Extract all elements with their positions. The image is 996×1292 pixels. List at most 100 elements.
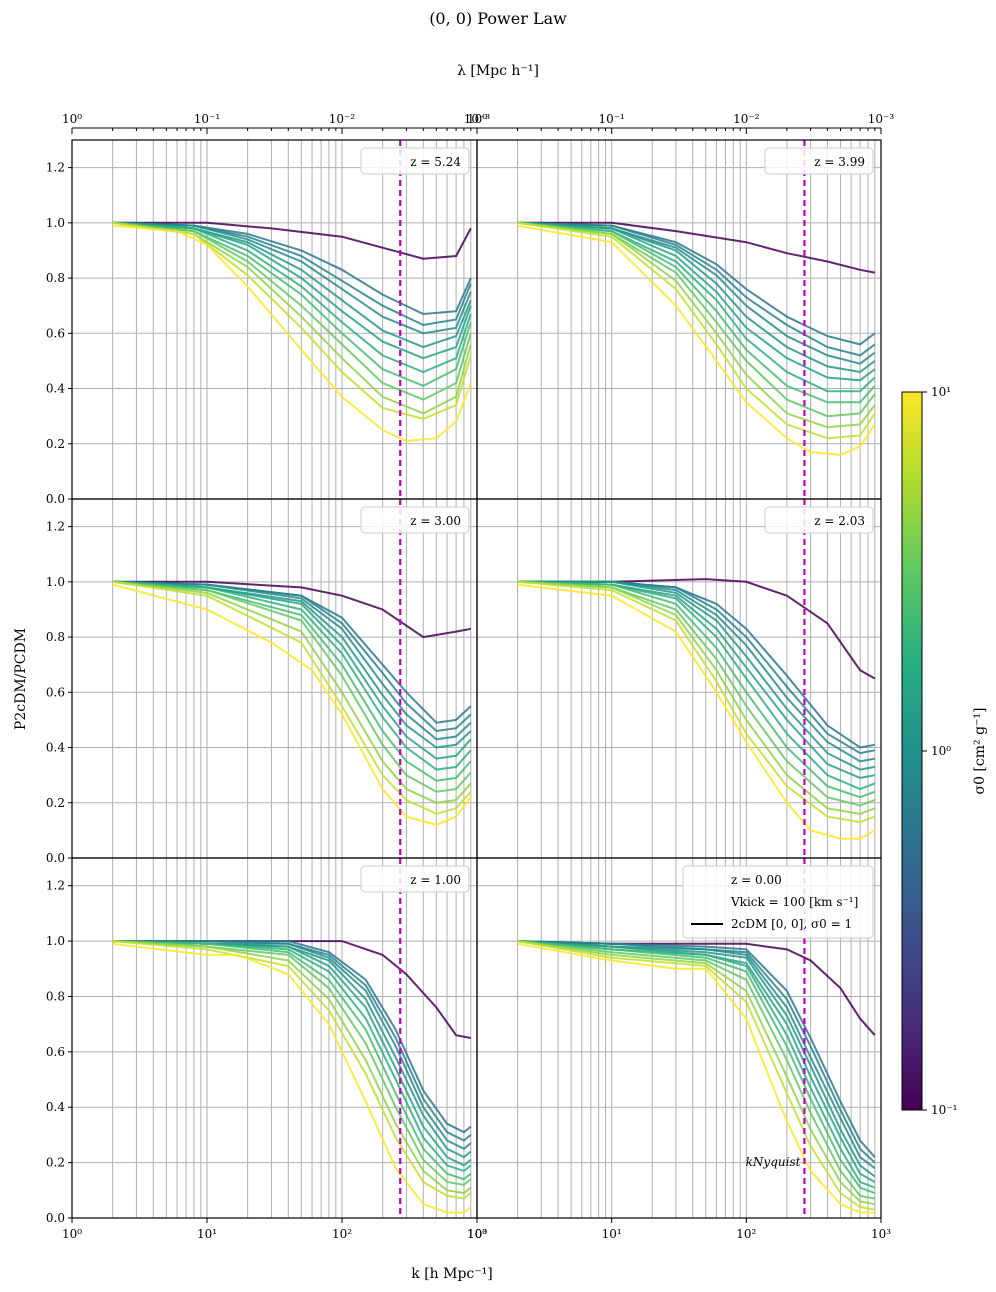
series-line — [517, 221, 876, 404]
series-line — [112, 221, 472, 401]
y-tick-label: 0.4 — [46, 382, 65, 396]
y-tick-label: 0.6 — [46, 685, 65, 699]
series-line — [112, 940, 472, 1173]
x-tick-label: 10¹ — [197, 1227, 217, 1241]
series-line — [112, 221, 472, 415]
x-tick-label: 10⁰ — [62, 1227, 82, 1241]
series-line — [517, 580, 876, 799]
y-tick-label: 0.8 — [46, 271, 65, 285]
series-line — [517, 580, 876, 824]
y-tick-label: 0.4 — [46, 1100, 65, 1114]
legend-redshift-label: z = 3.99 — [814, 155, 865, 169]
legend-redshift-label: z = 1.00 — [410, 873, 461, 887]
top-axis-tick-label: 10⁻¹ — [194, 112, 220, 126]
panel: z = 2.03 — [476, 498, 882, 859]
y-tick-label: 0.8 — [46, 630, 65, 644]
y-tick-label: 0.6 — [46, 1045, 65, 1059]
series-line — [517, 580, 875, 771]
y-tick-label: 1.2 — [46, 161, 65, 175]
series-group — [112, 580, 472, 826]
series-line — [517, 221, 876, 440]
series-line — [517, 578, 876, 680]
y-tick-label: 0.0 — [46, 492, 65, 506]
series-group — [517, 940, 876, 1214]
series-line — [517, 583, 876, 840]
series-line — [112, 940, 472, 1142]
series-group — [112, 940, 472, 1214]
series-line — [517, 221, 876, 357]
series-line — [112, 942, 472, 1214]
y-tick-label: 0.4 — [46, 741, 65, 755]
colorbar-title: σ0 [cm² g⁻¹] — [972, 708, 988, 795]
legend-box — [764, 147, 874, 175]
top-axis-tick-label: 10⁻³ — [464, 112, 491, 126]
y-tick-label: 0.2 — [46, 437, 65, 451]
series-group — [517, 221, 876, 456]
series-line — [112, 580, 472, 793]
x-tick-label: 10⁰ — [467, 1227, 487, 1241]
series-line — [517, 942, 875, 1214]
series-line — [112, 580, 472, 760]
top-axis-tick-label: 10⁻² — [733, 112, 760, 126]
legend-box — [360, 506, 470, 534]
legend-vkick-label: Vkick = 100 [km s⁻¹] — [730, 895, 858, 909]
series-line — [112, 940, 472, 1167]
panel: 0.0 0.2 0.4 0.6 0.8 1.0 1.2 z = 1.00 10⁰ 10¹ 10² 10… — [46, 857, 487, 1241]
series-line — [517, 221, 876, 382]
series-line — [517, 221, 876, 393]
series-line — [517, 940, 875, 1200]
panel: 0.0 0.2 0.4 0.6 0.8 1.0 1.2 z = 3.00 — [46, 498, 478, 865]
colorbar — [901, 391, 923, 1111]
legend-redshift-label: z = 0.00 — [731, 873, 782, 887]
series-line — [517, 580, 876, 791]
y-tick-label: 0.2 — [46, 796, 65, 810]
y-tick-label: 0.0 — [46, 1211, 65, 1225]
y-tick-label: 1.0 — [46, 934, 65, 948]
colorbar-tick-label: 10¹ — [931, 385, 951, 399]
series-line — [112, 580, 472, 804]
legend-redshift-label: z = 2.03 — [814, 514, 865, 528]
series-line — [517, 221, 876, 429]
series-line — [517, 580, 876, 815]
series-line — [112, 940, 472, 1150]
series-line — [517, 221, 876, 418]
top-axis-tick-label: 10⁰ — [467, 112, 487, 126]
series-line — [112, 940, 472, 1181]
chart-title: (0, 0) Power Law — [429, 9, 567, 28]
y-tick-label: 0.8 — [46, 989, 65, 1003]
x-tick-label: 10³ — [871, 1227, 891, 1241]
x-tick-label: 10³ — [467, 1227, 487, 1241]
panel: 0.0 0.2 0.4 0.6 0.8 1.0 1.2 z = 5.24 10⁰ 10⁻¹ 10⁻²… — [46, 112, 490, 506]
y-tick-label: 0.6 — [46, 326, 65, 340]
series-line — [517, 940, 875, 1211]
y-tick-label: 1.0 — [46, 575, 65, 589]
legend-box — [360, 865, 470, 893]
series-line — [112, 221, 472, 335]
series-line — [517, 224, 876, 456]
x-tick-label: 10¹ — [602, 1227, 622, 1241]
series-line — [112, 940, 472, 1134]
legend-redshift-label: z = 5.24 — [410, 155, 461, 169]
series-line — [112, 580, 472, 815]
x-axis-title: k [h Mpc⁻¹] — [411, 1266, 492, 1282]
series-line — [112, 221, 472, 387]
y-tick-label: 1.2 — [46, 520, 65, 534]
legend-box — [360, 147, 470, 175]
series-line — [517, 940, 876, 1195]
top-axis-title: λ [Mpc h⁻¹] — [457, 63, 539, 79]
panel: z = 0.00 Vkick = 100 [km s⁻¹] 2cDM [0, 0],… — [467, 857, 891, 1241]
y-tick-label: 0.2 — [46, 1156, 65, 1170]
series-line — [112, 221, 472, 360]
series-line — [517, 940, 876, 1183]
series-line — [517, 940, 875, 1206]
top-axis-tick-label: 10⁻³ — [868, 112, 895, 126]
panel-frame — [476, 498, 882, 859]
legend-box — [764, 506, 874, 534]
nyquist-label: kNyquist — [746, 1155, 801, 1169]
x-tick-label: 10² — [332, 1227, 352, 1241]
series-line — [112, 580, 472, 771]
series-line — [517, 940, 876, 1164]
panel: z = 3.99 10⁰ 10⁻¹ 10⁻² 10⁻³ — [467, 112, 895, 500]
series-line — [112, 221, 472, 420]
